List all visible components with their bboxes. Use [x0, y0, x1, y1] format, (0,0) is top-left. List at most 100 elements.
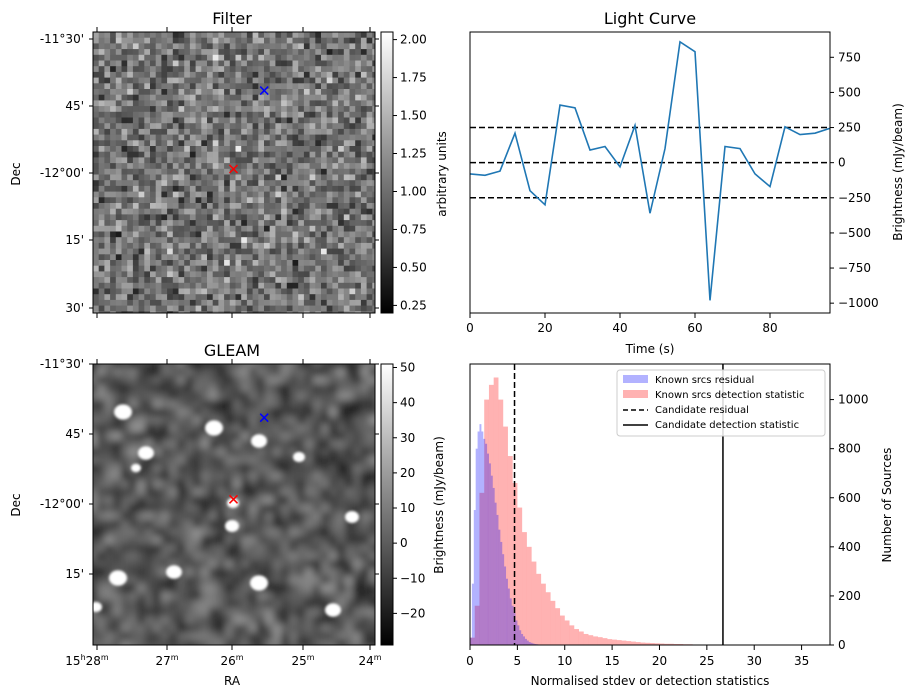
light-curve-panel: Light Curve 0 20 40 60 80 −1000 −750 −500 −250 0…	[466, 9, 905, 356]
residual-bar	[515, 620, 518, 645]
residual-bar	[528, 642, 531, 645]
gleam-source-blob	[131, 463, 141, 473]
colorbar-tick-label: 2.00	[400, 33, 427, 47]
detection-bar	[635, 642, 641, 645]
y-tick-label: 750	[838, 50, 861, 64]
detection-bar	[668, 643, 674, 645]
y-tick-label: −1000	[838, 296, 879, 310]
red-marker	[228, 494, 239, 504]
detection-bar	[583, 633, 589, 645]
detection-bar	[659, 643, 665, 645]
light-curve-title: Light Curve	[604, 9, 696, 28]
detection-bar	[522, 532, 527, 645]
gleam-title: GLEAM	[204, 341, 260, 360]
y-tick-label: −500	[838, 226, 871, 240]
y-tick-label: 15'	[65, 567, 84, 581]
residual-bar	[521, 633, 524, 645]
residual-bar	[479, 424, 482, 645]
gleam-source-blob	[227, 497, 239, 509]
x-tick-label: 24m	[358, 653, 381, 668]
residual-bar	[494, 502, 497, 645]
legend-label: Candidate detection statistic	[655, 420, 799, 431]
legend-entry: Candidate residual	[623, 405, 749, 416]
x-tick-label: 20	[652, 654, 667, 668]
histogram-frame	[469, 363, 831, 646]
residual-bar	[492, 487, 495, 645]
x-tick-label: 10	[557, 654, 572, 668]
detection-bar	[550, 600, 556, 645]
detection-bar	[488, 384, 494, 645]
residual-bar	[500, 541, 503, 645]
colorbar-tick-label: 20	[400, 466, 415, 480]
detection-bar	[541, 583, 546, 645]
y-tick-label: 0	[838, 638, 846, 652]
gleam-source-blob	[345, 511, 359, 523]
gleam-source-blob	[205, 420, 223, 436]
light-curve-frame	[469, 31, 831, 314]
detection-bar	[626, 641, 632, 645]
colorbar-tick-label: 10	[400, 501, 415, 515]
detection-bar	[593, 636, 598, 645]
x-tick-label: 26m	[220, 653, 243, 668]
colorbar-tick-label: 40	[400, 396, 415, 410]
light-curve-xlabel: Time (s)	[625, 342, 675, 356]
legend-entry: Candidate detection statistic	[623, 420, 799, 431]
detection-bar	[574, 629, 579, 645]
x-tick-label: 5	[514, 654, 522, 668]
x-tick-label: 15h28m	[65, 653, 109, 668]
residual-bar	[517, 625, 520, 645]
residual-bar	[490, 475, 493, 645]
residual-bar	[487, 453, 489, 645]
y-tick-label: 45'	[65, 99, 84, 113]
y-tick-label: -11°30'	[40, 357, 84, 371]
colorbar-tick-label: 0.25	[400, 298, 427, 312]
gleam-source-blob	[293, 451, 305, 463]
y-tick-label: 800	[838, 442, 861, 456]
detection-bar	[588, 635, 594, 645]
detection-bar	[569, 625, 575, 645]
detection-bar	[474, 605, 480, 645]
y-tick-label: 45'	[65, 427, 84, 441]
x-tick-label: 15	[604, 654, 619, 668]
detection-bar	[640, 642, 646, 645]
y-tick-label: -12°00'	[40, 497, 84, 511]
x-tick-label: 30	[747, 654, 762, 668]
residual-bar	[509, 598, 512, 645]
detection-bar	[631, 641, 636, 645]
colorbar-tick-label: 0.75	[400, 222, 427, 236]
legend-label: Known srcs residual	[655, 375, 754, 386]
y-tick-label: 200	[838, 589, 861, 603]
filter-image	[93, 32, 375, 313]
detection-bar	[470, 637, 475, 645]
colorbar-tick-label: 1.75	[400, 71, 427, 85]
detection-bar	[536, 573, 542, 645]
legend-entry: Known srcs detection statistic	[623, 390, 804, 401]
histogram-xlabel: Normalised stdev or detection statistics	[531, 674, 770, 688]
y-tick-label: 30'	[65, 301, 84, 315]
residual-bar	[475, 448, 478, 645]
detection-bar	[621, 640, 627, 645]
filter-colorbar-label: arbitrary units	[435, 131, 449, 217]
residual-bar	[526, 640, 529, 645]
gleam-source-blob	[225, 520, 239, 532]
residual-bar	[498, 529, 501, 645]
x-tick-label: 80	[762, 321, 777, 335]
histogram-panel: 0 5 10 15 20 25 30 35 0 200 400 600 800 1000 Normali…	[466, 363, 894, 688]
detection-bar	[616, 640, 622, 645]
gleam-source-blob	[114, 404, 132, 420]
gleam-ylabel: Dec	[9, 493, 23, 516]
detection-bar	[545, 592, 551, 645]
residual-bar	[523, 636, 525, 645]
gleam-image	[93, 364, 375, 645]
residual-bar	[470, 637, 472, 645]
x-tick-label: 27m	[155, 653, 178, 668]
gleam-xlabel: RA	[224, 674, 241, 688]
y-tick-label: −250	[838, 191, 871, 205]
colorbar-tick-label: 0	[400, 536, 408, 550]
colorbar-tick-label: 1.25	[400, 147, 427, 161]
detection-bar	[560, 615, 565, 645]
gleam-panel: GLEAM -11°30' 45' -12°00' 15' 15h28m 27m 26m 2…	[9, 341, 446, 688]
colorbar-tick-label: 1.50	[400, 109, 427, 123]
y-tick-label: 250	[838, 121, 861, 135]
filter-ylabel: Dec	[9, 162, 23, 185]
